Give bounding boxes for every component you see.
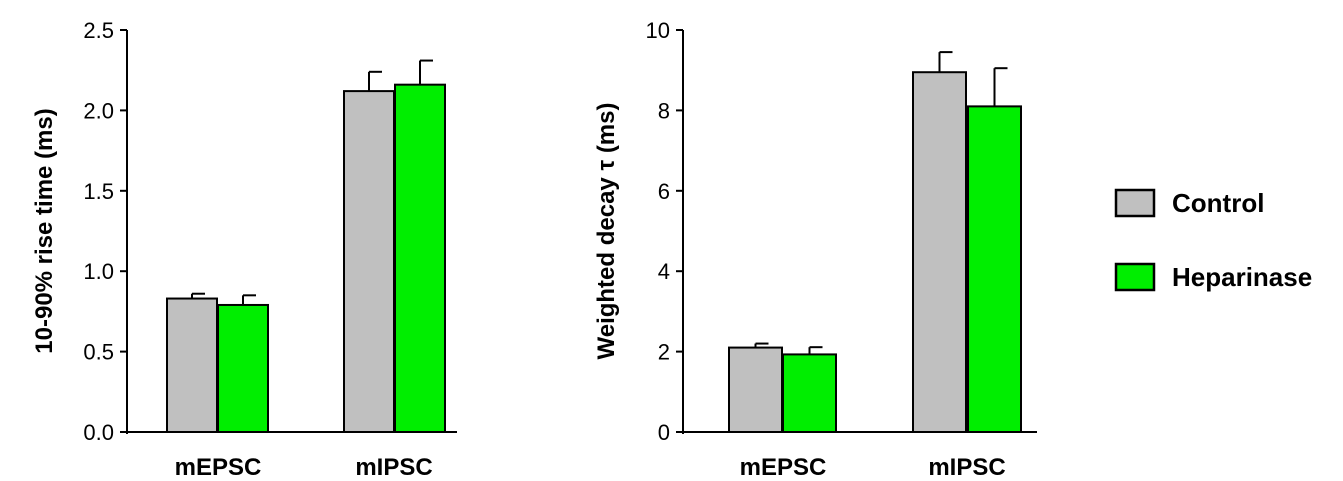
decay-bar-heparinase-mepsc [782,353,837,433]
decay-y-tick-label: 10 [646,18,670,43]
rise-bar-control-mipsc [343,90,395,433]
decay-bar-heparinase-mipsc [967,105,1022,433]
legend-label-control: Control [1172,188,1264,218]
rise-bar-heparinase-mepsc [217,303,269,433]
decay-y-axis-label: Weighted decay τ (ms) [593,103,620,360]
rise-y-tick-label: 0.5 [83,340,114,365]
decay-chart: 0 2 4 6 8 10 Weighted decay τ (ms) mEPSC mIPSC [593,18,1037,481]
rise-y-tick-label: 2.0 [83,98,114,123]
legend-swatch-heparinase [1114,262,1156,292]
decay-category-label: mIPSC [928,454,1005,481]
rise-y-axis-label: 10-90% rise time (ms) [31,108,58,353]
decay-category-label: mEPSC [740,454,827,481]
legend: Control Heparinase [1114,188,1312,292]
rise-time-chart: 0.0 0.5 1.0 1.5 2.0 2.5 10-90% rise time (ms) m… [31,18,457,481]
decay-y-tick-label: 4 [658,259,670,284]
rise-y-tick-label: 2.5 [83,18,114,43]
rise-y-tick-label: 1.0 [83,259,114,284]
rise-y-tick-label: 0.0 [83,420,114,445]
decay-y-tick-label: 2 [658,340,670,365]
rise-bar-heparinase-mipsc [394,83,446,433]
legend-label-heparinase: Heparinase [1172,262,1312,292]
legend-swatch-control [1114,188,1156,218]
decay-y-tick-label: 0 [658,420,670,445]
rise-category-label: mEPSC [175,454,262,481]
decay-y-tick-label: 6 [658,179,670,204]
decay-y-tick-label: 8 [658,98,670,123]
rise-y-tick-label: 1.5 [83,179,114,204]
decay-bar-control-mepsc [728,346,783,433]
rise-category-label: mIPSC [355,454,432,481]
decay-bar-control-mipsc [912,71,967,434]
rise-bar-control-mepsc [166,297,218,434]
